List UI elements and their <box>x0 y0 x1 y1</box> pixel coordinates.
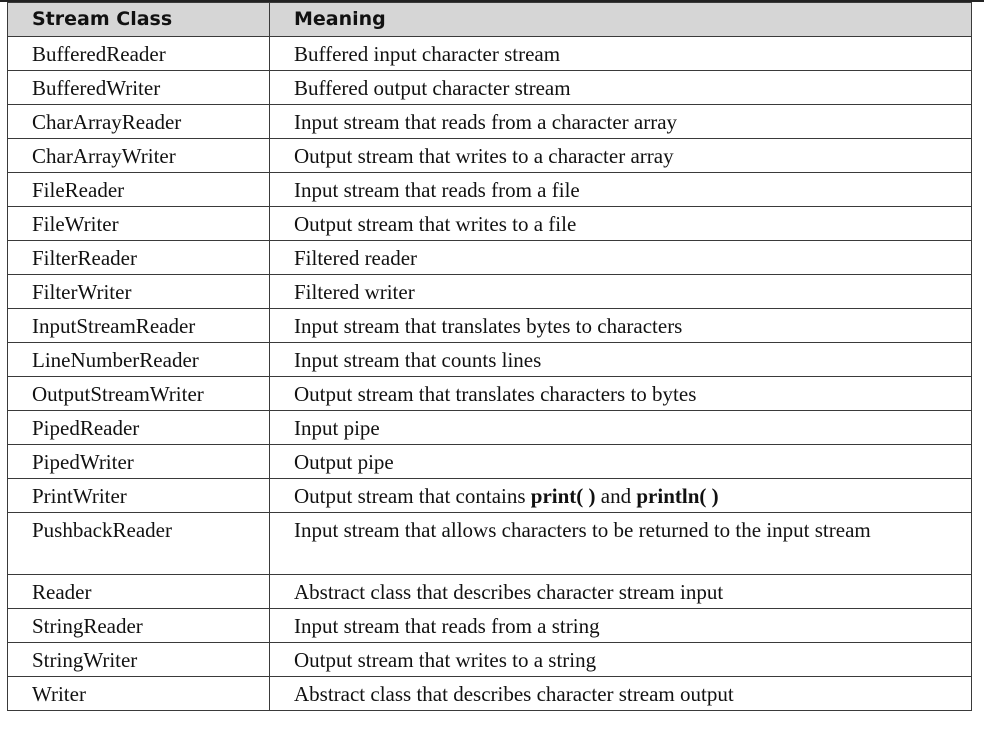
header-meaning: Meaning <box>269 2 972 37</box>
meaning-cell: Abstract class that describes character … <box>269 676 972 711</box>
stream-class-cell: BufferedReader <box>7 36 270 71</box>
meaning-cell: Input stream that reads from a character… <box>269 104 972 139</box>
stream-class-cell: StringReader <box>7 608 270 643</box>
print-method-token: print( ) <box>530 484 596 508</box>
stream-class-cell: OutputStreamWriter <box>7 376 270 411</box>
stream-class-cell: Reader <box>7 574 270 609</box>
table-row: Writer Abstract class that describes cha… <box>7 676 972 711</box>
stream-class-cell: FileWriter <box>7 206 270 241</box>
meaning-cell: Filtered writer <box>269 274 972 309</box>
meaning-cell: Buffered output character stream <box>269 70 972 105</box>
table-row: StringWriter Output stream that writes t… <box>7 642 972 677</box>
header-row: Stream Class Meaning <box>7 2 972 37</box>
meaning-cell: Output stream that writes to a file <box>269 206 972 241</box>
table-row: FileWriter Output stream that writes to … <box>7 206 972 241</box>
stream-class-cell: FilterReader <box>7 240 270 275</box>
stream-class-cell: BufferedWriter <box>7 70 270 105</box>
table-row: PushbackReader Input stream that allows … <box>7 512 972 575</box>
top-rule <box>0 0 984 2</box>
println-method-token: println( ) <box>636 484 719 508</box>
stream-class-cell: LineNumberReader <box>7 342 270 377</box>
stream-class-cell: PipedReader <box>7 410 270 445</box>
stream-class-cell: FilterWriter <box>7 274 270 309</box>
stream-class-table: Stream Class Meaning BufferedReader Buff… <box>7 2 972 711</box>
table-row: FileReader Input stream that reads from … <box>7 172 972 207</box>
stream-class-cell: PushbackReader <box>7 512 270 575</box>
table-row: LineNumberReader Input stream that count… <box>7 342 972 377</box>
table-row: OutputStreamWriter Output stream that tr… <box>7 376 972 411</box>
table-row: CharArrayReader Input stream that reads … <box>7 104 972 139</box>
table-row: PrintWriter Output stream that contains … <box>7 478 972 513</box>
meaning-cell: Output stream that translates characters… <box>269 376 972 411</box>
table-row: CharArrayWriter Output stream that write… <box>7 138 972 173</box>
meaning-cell: Input stream that counts lines <box>269 342 972 377</box>
meaning-cell: Abstract class that describes character … <box>269 574 972 609</box>
meaning-cell: Input stream that allows characters to b… <box>269 512 972 575</box>
table-row: InputStreamReader Input stream that tran… <box>7 308 972 343</box>
table-row: PipedReader Input pipe <box>7 410 972 445</box>
meaning-cell: Output stream that writes to a character… <box>269 138 972 173</box>
stream-class-cell: CharArrayReader <box>7 104 270 139</box>
stream-class-cell: FileReader <box>7 172 270 207</box>
meaning-cell: Input stream that translates bytes to ch… <box>269 308 972 343</box>
meaning-cell: Output stream that writes to a string <box>269 642 972 677</box>
table-header: Stream Class Meaning <box>7 2 972 37</box>
table-row: PipedWriter Output pipe <box>7 444 972 479</box>
meaning-cell: Input stream that reads from a file <box>269 172 972 207</box>
stream-class-cell: Writer <box>7 676 270 711</box>
stream-class-cell: CharArrayWriter <box>7 138 270 173</box>
table-row: Reader Abstract class that describes cha… <box>7 574 972 609</box>
table-row: FilterWriter Filtered writer <box>7 274 972 309</box>
table-row: BufferedWriter Buffered output character… <box>7 70 972 105</box>
meaning-cell: Input stream that reads from a string <box>269 608 972 643</box>
meaning-cell: Output pipe <box>269 444 972 479</box>
stream-class-cell: InputStreamReader <box>7 308 270 343</box>
meaning-cell: Filtered reader <box>269 240 972 275</box>
meaning-cell: Buffered input character stream <box>269 36 972 71</box>
table-body: BufferedReader Buffered input character … <box>7 36 972 711</box>
table-row: FilterReader Filtered reader <box>7 240 972 275</box>
stream-class-cell: StringWriter <box>7 642 270 677</box>
table-row: StringReader Input stream that reads fro… <box>7 608 972 643</box>
meaning-text: and <box>595 484 637 508</box>
meaning-text: Output stream that contains <box>294 484 531 508</box>
table-row: BufferedReader Buffered input character … <box>7 36 972 71</box>
header-stream-class: Stream Class <box>7 2 270 37</box>
meaning-cell: Input pipe <box>269 410 972 445</box>
stream-class-cell: PipedWriter <box>7 444 270 479</box>
stream-class-cell: PrintWriter <box>7 478 270 513</box>
meaning-cell: Output stream that contains print( ) and… <box>269 478 972 513</box>
